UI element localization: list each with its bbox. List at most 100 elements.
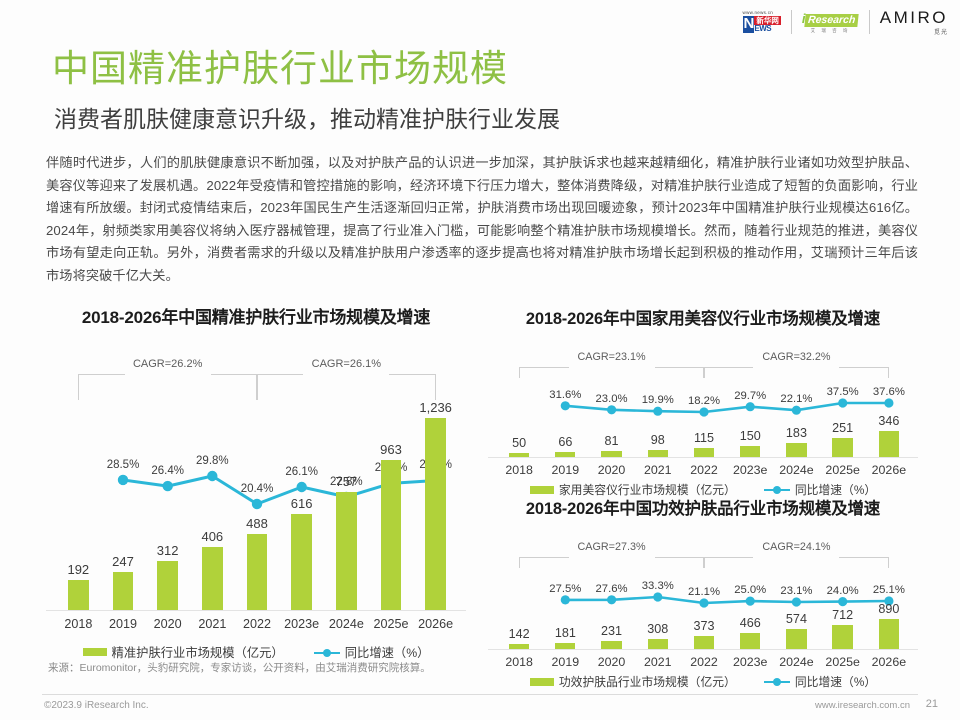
chart-plot-area: CAGR=26.2% CAGR=26.1% 28.5% 26.4% 29.8% 20.4%…	[46, 358, 466, 663]
line-data-point	[699, 598, 709, 608]
bracket-segment	[78, 374, 125, 375]
x-axis-tick-label: 2021	[198, 617, 227, 631]
market-size-bar	[786, 629, 807, 649]
bracket-tick	[78, 374, 80, 400]
market-size-bar	[112, 571, 134, 610]
x-axis-tick-label: 2021	[643, 655, 672, 669]
bracket-tick	[255, 374, 257, 400]
market-size-bar	[68, 580, 89, 610]
line-data-point	[607, 405, 617, 415]
market-size-bar	[601, 450, 622, 457]
market-size-bar	[336, 492, 357, 610]
footer-website: www.iresearch.com.cn	[814, 700, 910, 711]
legend-label: 同比增速（%）	[344, 646, 430, 660]
market-size-bar	[647, 638, 668, 649]
line-swatch-icon	[313, 648, 340, 657]
x-axis-tick-label: 2023e	[732, 655, 768, 669]
x-axis-tick-label: 2021	[643, 463, 672, 477]
market-size-label: 150	[739, 428, 761, 443]
bracket-tick	[887, 556, 889, 568]
x-axis-tick-label: 2019	[108, 617, 138, 631]
market-size-bar	[380, 460, 402, 610]
bracket-tick	[434, 374, 436, 400]
x-axis-tick-label: 2018	[64, 617, 93, 631]
growth-rate-label: 31.6%	[549, 388, 582, 401]
x-axis-line	[488, 457, 918, 458]
bracket-segment	[519, 556, 569, 558]
market-size-label: 231	[601, 624, 623, 639]
xinhua-url-text: www.news.cn	[742, 10, 774, 16]
chart-plot-area: CAGR=27.3% CAGR=24.1% 27.5% 27.6% 33.3% 21.1%…	[488, 541, 918, 691]
market-size-label: 50	[512, 436, 527, 451]
growth-rate-label: 29.7%	[734, 389, 767, 402]
legend-item-growth-rate[interactable]: 同比增速（%）	[763, 481, 877, 498]
x-axis-tick-label: 2024e	[779, 655, 814, 669]
growth-rate-label: 23.0%	[595, 392, 628, 405]
x-axis-tick-label: 2023e	[284, 617, 320, 631]
bracket-tick	[519, 556, 521, 568]
growth-rate-label: 26.4%	[151, 465, 184, 478]
market-size-bar	[508, 453, 530, 457]
growth-rate-label: 29.8%	[196, 455, 229, 467]
legend-item-growth-rate[interactable]: 同比增速（%）	[763, 673, 876, 690]
x-axis-tick-label: 2025e	[373, 617, 409, 631]
line-data-point	[791, 405, 801, 415]
legend-item-market-size[interactable]: 功效护肤品行业市场规模（亿元）	[529, 673, 736, 690]
line-path	[565, 595, 889, 605]
market-size-label: 81	[604, 433, 619, 448]
legend-label: 同比增速（%）	[794, 483, 877, 497]
x-axis-line	[488, 649, 918, 650]
market-size-label: 963	[380, 442, 402, 458]
bar-swatch-icon	[82, 648, 107, 656]
x-axis-tick-label: 2018	[505, 463, 533, 477]
bracket-segment	[257, 374, 304, 375]
line-data-point	[207, 470, 218, 482]
growth-rate-label: 27.6%	[595, 582, 628, 595]
market-size-label: 251	[832, 421, 854, 436]
line-data-point	[653, 406, 663, 416]
market-size-label: 183	[785, 426, 807, 441]
line-data-point	[838, 398, 848, 408]
chart-panel-home-beauty-device: 2018-2026年中国家用美容仪行业市场规模及增速 CAGR=23.1% CAGR…	[488, 305, 918, 497]
market-size-label: 192	[67, 562, 90, 578]
line-data-point	[560, 595, 570, 605]
legend-item-market-size[interactable]: 精准护肤行业市场规模（亿元）	[82, 643, 284, 661]
market-size-label: 142	[508, 627, 530, 642]
growth-rate-label: 22.8%	[330, 475, 363, 488]
x-axis-tick-label: 2020	[153, 617, 182, 631]
market-size-bar	[555, 642, 576, 649]
market-size-label: 247	[112, 553, 134, 569]
market-size-label: 308	[647, 621, 669, 636]
line-swatch-icon	[763, 677, 790, 686]
growth-rate-label: 33.3%	[641, 580, 674, 592]
growth-rate-label: 26.1%	[285, 466, 318, 479]
market-size-label: 373	[693, 619, 715, 634]
legend-item-growth-rate[interactable]: 同比增速（%）	[313, 643, 430, 661]
legend-item-market-size[interactable]: 家用美容仪行业市场规模（亿元）	[529, 481, 736, 498]
market-size-bar	[832, 624, 853, 649]
market-size-label: 312	[156, 543, 179, 559]
chart-legend: 家用美容仪行业市场规模（亿元） 同比增速（%）	[488, 481, 918, 498]
footer-divider	[42, 694, 918, 695]
market-size-label: 574	[785, 612, 807, 627]
chart-title: 2018-2026年中国功效护肤品行业市场规模及增速	[525, 500, 881, 518]
market-size-bar	[246, 534, 268, 610]
line-data-point	[296, 481, 307, 493]
x-axis-tick-label: 2026e	[871, 463, 907, 477]
x-axis-tick-label: 2026e	[871, 655, 907, 669]
growth-rate-label: 19.9%	[641, 394, 674, 407]
market-size-label: 181	[554, 625, 576, 640]
growth-rate-line-series	[560, 398, 894, 417]
x-axis-tick-label: 2026e	[418, 617, 454, 631]
x-axis-tick-label: 2023e	[732, 463, 768, 477]
line-data-point	[607, 595, 617, 605]
market-size-bar	[508, 644, 530, 649]
market-size-label: 98	[650, 432, 665, 447]
bracket-segment	[389, 374, 436, 375]
market-size-label: 115	[693, 431, 715, 446]
iresearch-wordmark: Research	[804, 13, 860, 27]
x-axis-tick-label: 2022	[242, 617, 272, 631]
growth-rate-label: 27.5%	[549, 582, 582, 595]
market-size-bar	[425, 417, 446, 610]
cagr-label: CAGR=24.1%	[762, 541, 831, 553]
